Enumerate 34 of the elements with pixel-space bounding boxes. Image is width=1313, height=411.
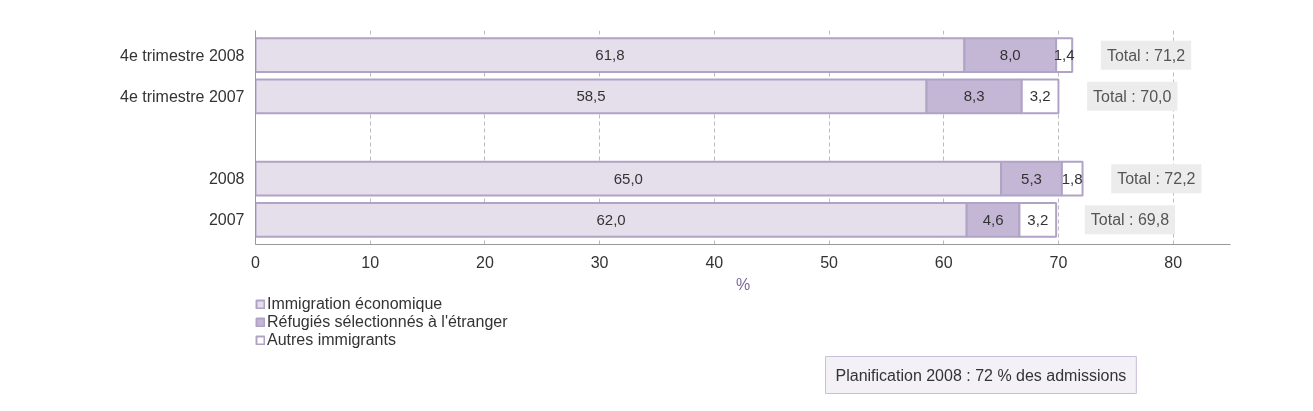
total-label: Total : 71,2 — [1106, 46, 1186, 64]
data-label: 61,8 — [595, 46, 625, 64]
y-tick-label: 4e trimestre 2008 — [119, 46, 245, 64]
x-tick-label: 10 — [361, 253, 380, 271]
y-tick-label: 2008 — [208, 170, 245, 188]
y-tick-label: 4e trimestre 2007 — [119, 87, 245, 105]
data-label: 8,0 — [999, 46, 1021, 64]
x-axis-title: % — [735, 275, 751, 293]
x-tick-label: 60 — [934, 253, 953, 271]
legend-label: Immigration économique — [267, 295, 443, 313]
data-label: 4,6 — [982, 210, 1004, 228]
x-tick-label: 70 — [1049, 253, 1068, 271]
data-label: 62,0 — [596, 210, 626, 228]
x-tick-label: 40 — [705, 253, 724, 271]
x-tick-label: 30 — [590, 253, 609, 271]
total-label: Total : 69,8 — [1090, 211, 1170, 229]
y-tick-label: 2007 — [208, 211, 245, 229]
data-label: 5,3 — [1021, 169, 1042, 187]
x-tick-label: 20 — [476, 253, 494, 271]
data-label: 58,5 — [576, 87, 606, 105]
data-label: 3,2 — [1027, 210, 1049, 228]
total-label: Total : 72,2 — [1117, 170, 1196, 188]
data-label: 1,8 — [1061, 169, 1083, 187]
legend-label: Autres immigrants — [267, 331, 396, 349]
x-tick-label: 80 — [1164, 253, 1183, 271]
total-label: Total : 70,0 — [1093, 87, 1172, 105]
data-label: 65,0 — [613, 169, 643, 187]
text: Planification 2008 : 72 % des admissions — [835, 366, 1127, 384]
data-label: 8,3 — [963, 87, 985, 105]
data-label: 1,4 — [1053, 46, 1075, 64]
x-tick-label: 50 — [820, 253, 839, 271]
data-label: 3,2 — [1029, 87, 1051, 105]
x-tick-label: 0 — [251, 253, 261, 271]
legend-label: Réfugiés sélectionnés à l'étranger — [267, 313, 508, 331]
